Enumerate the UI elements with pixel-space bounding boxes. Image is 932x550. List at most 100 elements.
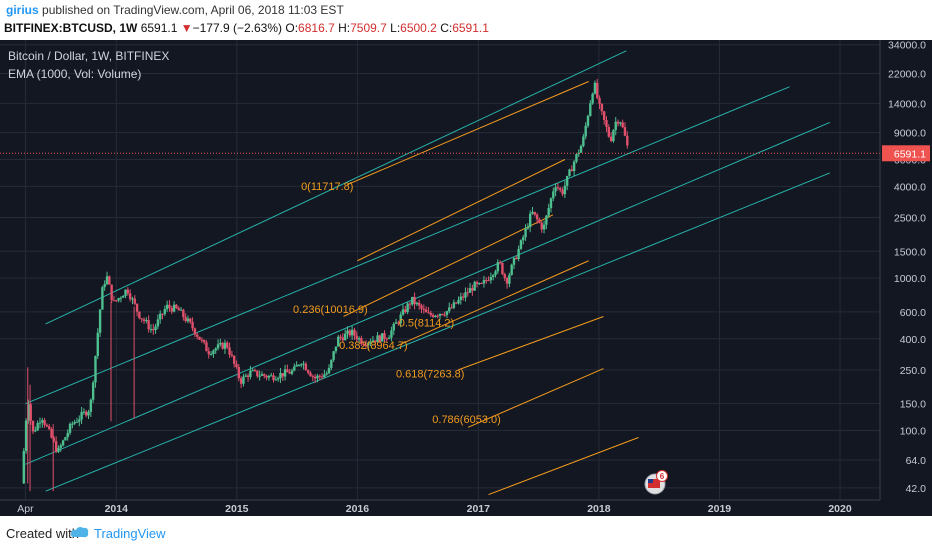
candle-body [24, 420, 28, 452]
chart-area[interactable]: 0(11717.8) 0.236(10016.9) 0.382(8964.7) 0.5… [0, 40, 932, 516]
fib-label: 0.618(7263.8) [396, 369, 465, 381]
chart-legend: Bitcoin / Dollar, 1W, BITFINEX EMA (1000… [8, 49, 169, 81]
candle-body [563, 185, 567, 195]
candle-body [586, 115, 590, 126]
candle-body [577, 152, 580, 155]
y-tick-label: 9000.0 [894, 128, 926, 140]
candle-body [475, 282, 479, 284]
candle-body [413, 296, 416, 305]
y-tick-label: 400.0 [900, 334, 926, 346]
candle-body [237, 367, 241, 379]
candle-body [68, 423, 72, 433]
candle-body [353, 329, 356, 336]
time-axis[interactable]: Apr 2014 2015 2016 2017 2018 2019 2020 [0, 499, 932, 516]
candle-body [200, 339, 204, 341]
candle-body [441, 313, 444, 315]
candle-body [343, 333, 347, 341]
candle-body [175, 304, 178, 308]
publish-line: girius published on TradingView.com, Apr… [6, 3, 344, 17]
time-axis-bg [0, 500, 932, 516]
created-with-label: Created with [6, 526, 79, 541]
fib-labels: 0(11717.8) 0.236(10016.9) 0.382(8964.7) 0.5… [293, 181, 501, 426]
low-label: L: [390, 21, 401, 35]
candle-body [80, 411, 83, 420]
candle-body [325, 373, 328, 375]
ohlc-line: BITFINEX:BTCUSD, 1W 6591.1 ▼−177.9 (−2.6… [4, 21, 489, 35]
candle-body [242, 376, 245, 384]
tradingview-logo-icon[interactable] [70, 524, 90, 540]
candle-body [524, 228, 527, 238]
candle-body [276, 378, 280, 380]
candle-body [579, 145, 583, 153]
candle-body [565, 175, 569, 186]
price-chart[interactable]: 0(11717.8) 0.236(10016.9) 0.382(8964.7) 0.5… [0, 40, 932, 516]
candle-body [478, 283, 481, 285]
y-tick-label: 600.0 [900, 307, 926, 319]
candle-body [593, 82, 597, 94]
fib-lines [343, 81, 639, 496]
candle-body [71, 423, 74, 425]
candle-body [616, 121, 620, 124]
candle-body [547, 207, 550, 216]
candle-body [436, 315, 439, 317]
candle-body [302, 363, 305, 365]
candle-body [621, 122, 624, 128]
event-badge[interactable]: 6 [644, 470, 668, 495]
candle-body [528, 213, 532, 228]
y-tick-label: 150.0 [900, 399, 926, 411]
candle-body [52, 437, 56, 442]
candle-body [535, 214, 539, 220]
price-axis[interactable]: 34000.022000.014000.09000.06000.04000.02… [879, 40, 932, 516]
fib-line [343, 214, 554, 317]
candle-body [258, 375, 261, 377]
candle-body [103, 284, 106, 288]
candle-body [145, 320, 148, 322]
candle-body [519, 240, 523, 249]
candle-body [357, 338, 361, 340]
candle-body [64, 437, 67, 441]
candle-body [415, 302, 419, 305]
candle-body [360, 338, 363, 345]
candle-body [43, 420, 46, 425]
candle-body [355, 335, 358, 340]
tradingview-link[interactable]: TradingView [94, 526, 166, 541]
candle-body [517, 248, 520, 260]
candle-body [168, 304, 171, 308]
candle-body [191, 322, 194, 329]
candle-body [38, 422, 42, 424]
candle-body [311, 376, 315, 378]
candle-body [471, 288, 474, 291]
candle-body [623, 127, 627, 136]
candle-body [98, 309, 102, 333]
channel-lines [25, 50, 830, 492]
author-link[interactable]: girius [6, 3, 39, 17]
candle-body [605, 120, 608, 127]
channel-line [25, 122, 830, 465]
candle-body [392, 323, 395, 331]
candle-body [570, 169, 574, 172]
candle-body [31, 420, 35, 432]
candle-body [59, 445, 62, 448]
candle-body [207, 351, 210, 355]
candle-body [45, 424, 49, 427]
candle-body [320, 376, 324, 378]
candle-body [332, 351, 335, 360]
candle-body [522, 237, 525, 241]
price-tag-label: 6591.1 [894, 148, 926, 160]
candle-body [226, 342, 229, 348]
candle-body [420, 305, 423, 309]
candle-body [552, 191, 555, 199]
low-value: 6500.2 [400, 21, 437, 35]
candle-body [508, 274, 511, 284]
candle-body [73, 422, 76, 424]
candle-body [348, 330, 352, 336]
candle-body [165, 304, 169, 310]
candle-body [36, 423, 39, 431]
candle-body [156, 319, 160, 327]
candle-body [575, 154, 578, 162]
high-label: H: [338, 21, 351, 35]
candle-body [131, 298, 134, 300]
candle-body [538, 219, 541, 223]
x-tick-label: 2017 [467, 503, 491, 515]
y-tick-label: 4000.0 [894, 181, 926, 193]
